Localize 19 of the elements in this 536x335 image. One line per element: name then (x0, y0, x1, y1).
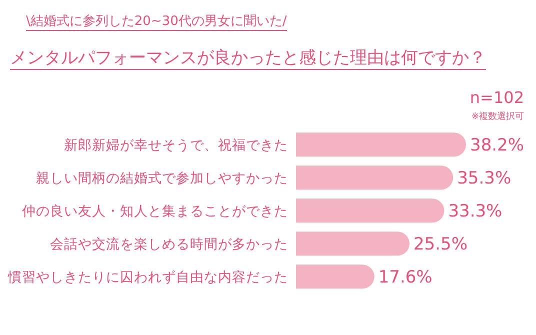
data-label: 38.2% (470, 136, 524, 156)
data-label: 25.5% (413, 234, 468, 255)
data-label: 33.3% (448, 202, 502, 222)
bar (296, 198, 444, 223)
text: n=102 (470, 88, 524, 107)
y-tick-label: 新郎新婦が幸せそうで、祝福できた (64, 137, 288, 154)
y-tick-label: 会話や交流を楽しめる時間が多かった (50, 236, 288, 252)
chart-title: メンタルパフォーマンスが良かったと感じた理由は何ですか？ (10, 46, 486, 70)
text: ※複数選択可 (471, 110, 524, 123)
y-tick-label: 親しい間柄の結婚式で参加しやすかった (36, 170, 288, 186)
bar (296, 264, 374, 289)
bar (296, 132, 466, 157)
data-label: 17.6% (378, 268, 432, 288)
bar (296, 166, 454, 190)
data-label: 35.3% (457, 168, 512, 189)
text: \結婚式に参列した20~30代の男女に聞いた/ (26, 12, 287, 31)
y-tick-label: 仲の良い友人・知人と集まることができた (22, 203, 288, 220)
bar (296, 232, 410, 256)
y-tick-label: 慣習やしきたりに囚われず自由な内容だった (7, 269, 288, 286)
